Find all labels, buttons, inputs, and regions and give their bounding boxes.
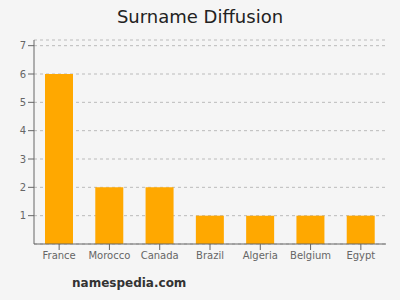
svg-text:1: 1 (20, 210, 26, 221)
svg-text:6: 6 (20, 69, 26, 80)
svg-text:Morocco: Morocco (88, 250, 130, 261)
html-text:namespedia.com: namespedia.com (72, 276, 187, 290)
svg-text:4: 4 (20, 125, 26, 136)
svg-text:2: 2 (20, 182, 26, 193)
svg-text:7: 7 (20, 40, 26, 51)
svg-text:Belgium: Belgium (290, 250, 331, 261)
svg-text:Algeria: Algeria (243, 250, 278, 261)
svg-text:Egypt: Egypt (346, 250, 375, 261)
svg-text:Brazil: Brazil (196, 250, 224, 261)
svg-text:3: 3 (20, 154, 26, 165)
svg-text:France: France (43, 250, 76, 261)
html-text:Surname Diffusion: Surname Diffusion (116, 6, 284, 27)
svg-text:5: 5 (20, 97, 26, 108)
svg-text:Canada: Canada (141, 250, 179, 261)
